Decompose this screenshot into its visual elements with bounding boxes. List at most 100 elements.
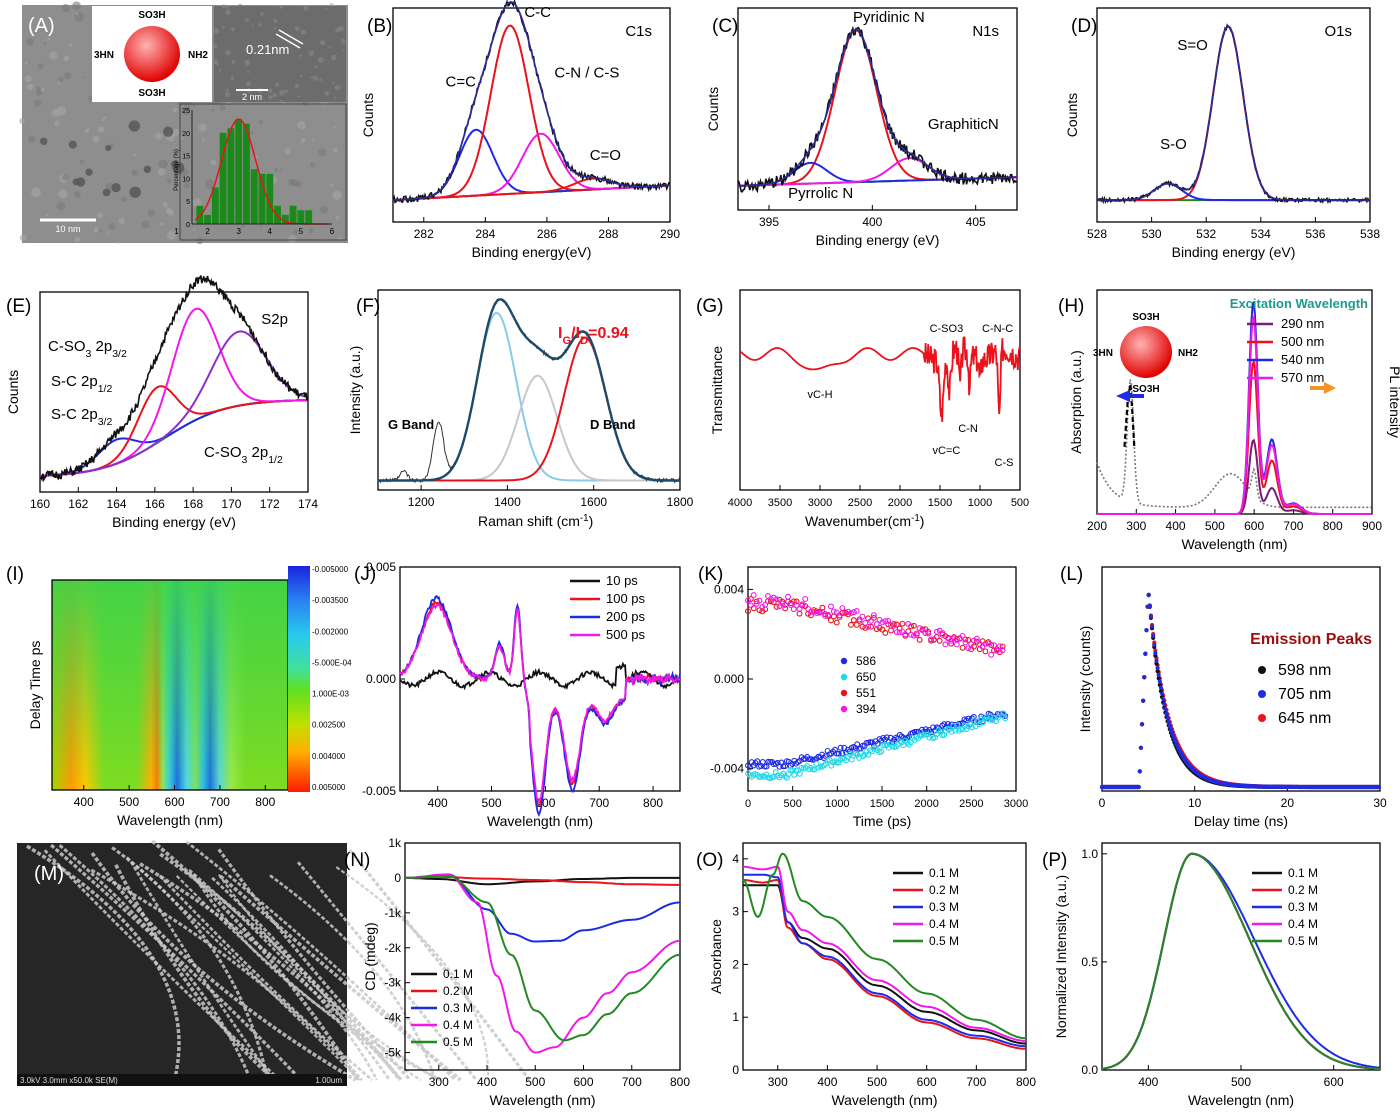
panel-k-point bbox=[805, 605, 812, 612]
nanofiber-strand bbox=[58, 844, 252, 1081]
panel-o-legend-label: 0.5 M bbox=[929, 934, 959, 948]
panel-k-point bbox=[882, 629, 889, 636]
carbon-dot-sphere-icon bbox=[124, 26, 180, 82]
panel-k-point bbox=[763, 763, 770, 770]
panel-k-point bbox=[865, 623, 872, 630]
panel-k-point bbox=[982, 641, 989, 647]
tem-grain bbox=[74, 236, 81, 243]
histogram-bar bbox=[196, 205, 204, 224]
panel-i-xtick-label: 700 bbox=[210, 795, 230, 809]
tem-grain bbox=[61, 4, 70, 13]
panel-c-xtick-label: 405 bbox=[966, 215, 986, 229]
panel-h-xtick-label: 200 bbox=[1087, 519, 1107, 533]
panel-k-point bbox=[999, 643, 1006, 650]
panel-k-point bbox=[888, 622, 894, 629]
hrtem-grain bbox=[267, 88, 273, 93]
panel-p-legend-label: 0.4 M bbox=[1288, 917, 1318, 931]
panel-k-point bbox=[982, 648, 989, 655]
panel-k-label: (K) bbox=[698, 564, 723, 585]
tem-grain bbox=[250, 131, 254, 135]
panel-l-point bbox=[1165, 715, 1170, 720]
panel-c-xlabel: Binding energy (eV) bbox=[816, 232, 940, 248]
nanoparticle-dot bbox=[128, 120, 140, 132]
tem-grain bbox=[64, 72, 72, 80]
nanoparticle-dot bbox=[68, 140, 77, 149]
hrtem-grain bbox=[280, 99, 283, 102]
nanoparticle-dot bbox=[129, 186, 141, 198]
tem-grain bbox=[240, 224, 245, 228]
hrtem-grain bbox=[212, 43, 218, 49]
panel-i-colorbar-label: -0.003500 bbox=[312, 596, 349, 605]
tem-grain bbox=[166, 230, 176, 240]
panel-h-legend-label: 570 nm bbox=[1281, 370, 1324, 385]
panel-k-point bbox=[970, 714, 977, 720]
tem-grain bbox=[176, 102, 179, 105]
panel-o-frame bbox=[742, 842, 1027, 1071]
molecule-bottom-group: SO3H bbox=[138, 88, 165, 99]
panel-k-point bbox=[922, 630, 929, 636]
panel-k-point bbox=[796, 770, 803, 777]
panel-h-xlabel: Wavelength (nm) bbox=[1181, 536, 1287, 552]
panel-k-point bbox=[999, 647, 1006, 654]
panel-l-point bbox=[1146, 592, 1151, 597]
panel-e-xtick-label: 170 bbox=[221, 497, 241, 511]
hrtem-grain bbox=[225, 88, 229, 92]
panel-k-point bbox=[767, 596, 774, 603]
panel-n-xlabel: Wavelength (nm) bbox=[489, 1092, 595, 1108]
hrtem-grain bbox=[317, 56, 324, 63]
tem-grain bbox=[284, 148, 291, 155]
panel-k-point bbox=[862, 619, 869, 626]
panel-k-point bbox=[837, 744, 844, 751]
panel-p-series-3 bbox=[1101, 852, 1381, 1070]
hrtem-grain bbox=[274, 82, 280, 87]
panel-n-ytick-label: -4k bbox=[384, 1011, 402, 1025]
panel-k-point bbox=[790, 598, 797, 605]
lattice-marker bbox=[278, 29, 304, 45]
panel-d-envelope bbox=[1097, 25, 1370, 201]
panel-k-point bbox=[893, 629, 900, 636]
panel-l-point bbox=[1158, 685, 1164, 690]
panel-k-point bbox=[969, 724, 975, 731]
panel-d-xtick-label: 534 bbox=[1251, 227, 1271, 241]
tem-grain bbox=[338, 237, 343, 242]
panel-c-raw-data bbox=[737, 25, 1018, 194]
peak-label-sc-12: S-C 2p1/2 bbox=[51, 373, 112, 395]
nanoparticle-dot bbox=[143, 165, 152, 174]
panel-n-ytick-label: -3k bbox=[384, 976, 402, 990]
panel-o-series-3 bbox=[743, 865, 1027, 1042]
tem-grain bbox=[183, 182, 190, 189]
panel-k-point bbox=[916, 636, 923, 643]
panel-g-frame bbox=[739, 289, 1021, 491]
panel-n-legend-label: 0.4 M bbox=[443, 1018, 473, 1032]
right-arrow-icon bbox=[1310, 382, 1336, 394]
hist-xtick-label: 6 bbox=[330, 227, 335, 236]
nanofiber-strand bbox=[50, 843, 303, 1082]
panel-l-legend-marker bbox=[1258, 690, 1266, 698]
tem-grain bbox=[19, 234, 27, 242]
tem-grain bbox=[274, 168, 279, 172]
tem-grain bbox=[63, 55, 70, 62]
panel-l-point bbox=[1143, 651, 1148, 656]
tem-grain bbox=[49, 51, 58, 60]
left-arrow-icon bbox=[1116, 390, 1144, 402]
panel-k-point bbox=[782, 605, 789, 612]
panel-f-d-band-label: D Band bbox=[590, 417, 636, 432]
panel-b-xtick-label: 282 bbox=[414, 227, 434, 241]
panel-k-point bbox=[816, 609, 823, 616]
panel-i-xtick-label: 800 bbox=[255, 795, 275, 809]
panel-k-point bbox=[962, 636, 969, 643]
tem-grain bbox=[33, 99, 42, 107]
panel-k-point bbox=[802, 596, 809, 602]
panel-l-xtick-label: 20 bbox=[1281, 796, 1295, 810]
panel-n-xtick-label: 700 bbox=[622, 1075, 642, 1089]
carbon-dot-sphere-icon bbox=[1120, 326, 1172, 378]
panel-c-xtick-label: 395 bbox=[759, 215, 779, 229]
histogram-bar bbox=[227, 128, 235, 224]
tem-grain bbox=[62, 173, 70, 181]
panel-o-xlabel: Wavelength (nm) bbox=[831, 1092, 937, 1108]
panel-k-point bbox=[745, 597, 751, 604]
panel-k-point bbox=[807, 608, 814, 615]
hrtem-grain bbox=[245, 18, 249, 23]
hrtem-grain bbox=[230, 76, 235, 80]
panel-k-point bbox=[962, 639, 969, 646]
